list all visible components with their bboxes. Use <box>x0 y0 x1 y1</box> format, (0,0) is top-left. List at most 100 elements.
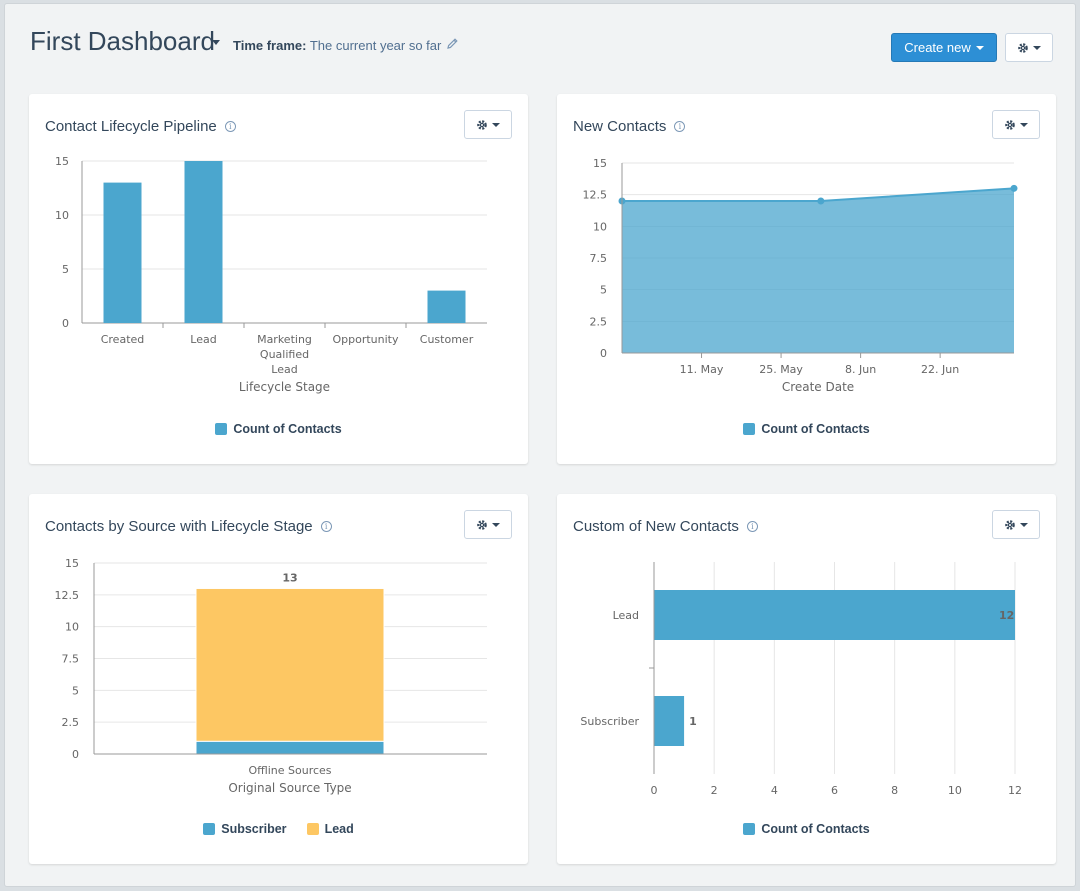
chevron-down-icon <box>1033 45 1041 50</box>
legend-item[interactable]: Count of Contacts <box>743 822 870 836</box>
y-tick-label: 0 <box>600 347 607 360</box>
y-tick-label: 5 <box>62 263 69 276</box>
legend-item[interactable]: Count of Contacts <box>743 422 870 436</box>
y-tick-label: 15 <box>593 157 607 170</box>
chart-legend: Count of Contacts <box>557 822 1056 836</box>
dashboard-switcher-caret-icon[interactable] <box>212 40 220 45</box>
y-tick-label: 5 <box>600 284 607 297</box>
x-tick-label: Lead <box>271 363 297 376</box>
bar <box>654 696 685 746</box>
x-tick-label: 10 <box>948 784 962 797</box>
legend-label: Count of Contacts <box>761 422 870 436</box>
area-fill <box>622 188 1014 353</box>
y-tick-label: 12.5 <box>55 589 80 602</box>
x-tick-label: Lead <box>190 333 216 346</box>
chart-legend: Subscriber Lead <box>29 822 528 836</box>
dashboard-title[interactable]: First Dashboard <box>30 26 215 56</box>
x-tick-label: Created <box>101 333 145 346</box>
x-tick-label: 0 <box>651 784 658 797</box>
chevron-down-icon <box>492 122 500 127</box>
x-tick-label: Opportunity <box>332 333 399 346</box>
legend-item-lead[interactable]: Lead <box>306 822 354 836</box>
legend-label: Subscriber <box>221 822 287 836</box>
dashboard-settings-button[interactable] <box>1005 33 1053 62</box>
legend-swatch <box>203 823 216 835</box>
x-tick-label: 11. May <box>680 363 724 376</box>
bar <box>427 290 466 323</box>
x-axis-title: Original Source Type <box>228 781 351 795</box>
y-tick-label: Subscriber <box>580 715 639 728</box>
x-tick-label: Offline Sources <box>248 764 331 777</box>
y-tick-label: 2.5 <box>62 716 80 729</box>
card-title: Contact Lifecycle Pipeline i <box>45 118 236 135</box>
create-new-button[interactable]: Create new <box>891 33 997 62</box>
card-title-text: New Contacts <box>573 118 667 135</box>
card-title-text: Contact Lifecycle Pipeline <box>45 118 217 135</box>
x-tick-label: 8. Jun <box>845 363 876 376</box>
card-contacts-by-source: Contacts by Source with Lifecycle Stage … <box>29 494 528 864</box>
card-custom-new-contacts: Custom of New Contacts i 0 2 4 6 8 10 12 Lead 12… <box>557 494 1056 864</box>
gear-icon <box>477 119 487 130</box>
legend-item-subscriber[interactable]: Subscriber <box>203 822 287 836</box>
new-contacts-area-chart: 0 2.5 5 7.5 10 12.5 15 11. May 25. May 8. Jun 22. … <box>583 157 1018 394</box>
chevron-down-icon <box>975 45 984 50</box>
card-settings-button[interactable] <box>464 110 512 139</box>
timeframe: Time frame: The current year so far <box>233 38 441 53</box>
gear-icon <box>1005 519 1015 530</box>
x-tick-label: 8 <box>891 784 898 797</box>
y-tick-label: 10 <box>65 621 79 634</box>
chevron-down-icon <box>492 522 500 527</box>
x-tick-label: Customer <box>420 333 474 346</box>
y-tick-label: 15 <box>65 557 79 570</box>
info-icon[interactable]: i <box>746 521 758 532</box>
data-label: 1 <box>689 715 697 728</box>
data-point <box>1010 184 1018 192</box>
x-tick-label: 25. May <box>759 363 803 376</box>
chevron-down-icon <box>1020 122 1028 127</box>
chart-legend: Count of Contacts <box>29 422 528 436</box>
x-tick-label: Marketing <box>257 333 312 346</box>
custom-horizontal-bar-chart: 0 2 4 6 8 10 12 Lead 12 Subscriber 1 <box>580 562 1022 797</box>
gear-icon <box>1018 42 1028 53</box>
y-tick-label: 5 <box>72 684 79 697</box>
gear-icon <box>477 519 487 530</box>
y-tick-label: 10 <box>593 220 607 233</box>
bar <box>103 182 142 323</box>
info-icon[interactable]: i <box>224 121 236 132</box>
data-label: 12 <box>999 609 1014 622</box>
gear-icon <box>1005 119 1015 130</box>
info-icon[interactable]: i <box>674 121 686 132</box>
card-settings-button[interactable] <box>992 110 1040 139</box>
card-title-text: Contacts by Source with Lifecycle Stage <box>45 518 313 535</box>
legend-label: Count of Contacts <box>233 422 342 436</box>
legend-swatch <box>743 823 756 835</box>
timeframe-value: The current year so far <box>309 38 442 53</box>
x-axis-title: Create Date <box>782 380 854 394</box>
timeframe-label: Time frame: <box>233 38 307 53</box>
legend-swatch <box>306 823 319 835</box>
info-icon[interactable]: i <box>320 521 332 532</box>
card-settings-button[interactable] <box>992 510 1040 539</box>
legend-swatch <box>743 423 756 435</box>
card-contact-lifecycle-pipeline: Contact Lifecycle Pipeline i 0 5 10 15 Creat… <box>29 94 528 464</box>
x-tick-label: 4 <box>771 784 778 797</box>
y-tick-label: 7.5 <box>62 653 80 666</box>
chart-legend: Count of Contacts <box>557 422 1056 436</box>
bar <box>654 590 1015 640</box>
card-new-contacts: New Contacts i 0 2.5 5 7.5 10 12.5 15 11. May 25… <box>557 94 1056 464</box>
x-tick-label: 2 <box>711 784 718 797</box>
legend-item[interactable]: Count of Contacts <box>215 422 342 436</box>
create-new-label: Create new <box>904 40 971 55</box>
y-tick-label: 2.5 <box>590 315 608 328</box>
x-tick-label: 6 <box>831 784 838 797</box>
edit-pencil-icon[interactable] <box>446 37 459 50</box>
card-settings-button[interactable] <box>464 510 512 539</box>
y-tick-label: Lead <box>613 609 639 622</box>
card-title: Custom of New Contacts i <box>573 518 758 535</box>
y-tick-label: 10 <box>55 209 69 222</box>
chevron-down-icon <box>1020 522 1028 527</box>
x-tick-label: 22. Jun <box>921 363 959 376</box>
y-tick-label: 12.5 <box>583 189 608 202</box>
x-tick-label: Qualified <box>260 348 309 361</box>
stacked-bar-segment <box>195 740 385 755</box>
